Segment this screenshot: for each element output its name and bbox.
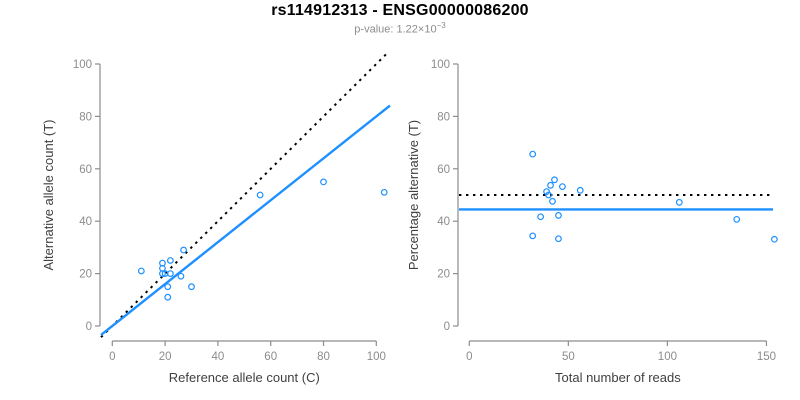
data-point (770, 235, 778, 243)
x-tick-label: 50 (562, 351, 575, 363)
y-tick-label: 60 (437, 164, 450, 176)
x-tick-label: 60 (264, 351, 277, 363)
data-point (555, 235, 562, 243)
data-point (177, 272, 185, 280)
data-point (164, 293, 172, 301)
data-point (551, 176, 558, 184)
data-point (559, 183, 566, 191)
figure-subtitle: p-value: 1.22×10−3 (0, 21, 800, 36)
data-point (137, 267, 145, 275)
data-point (166, 257, 174, 264)
identity-line (100, 51, 390, 338)
data-point (529, 232, 537, 240)
y-tick-label: 40 (437, 216, 450, 228)
y-tick-label: 80 (79, 111, 92, 123)
y-tick-label: 40 (79, 216, 92, 228)
y-tick-label: 0 (444, 321, 450, 333)
p-value-exponent: −3 (436, 21, 446, 30)
x-tick-label: 0 (466, 351, 472, 363)
data-point (164, 283, 172, 291)
data-point (576, 186, 584, 194)
data-point (733, 215, 741, 223)
data-point (256, 191, 264, 199)
y-axis-label: Alternative allele count (T) (41, 119, 56, 270)
y-tick-label: 20 (79, 269, 92, 281)
data-point (159, 270, 166, 278)
data-point (675, 198, 683, 206)
data-point (320, 178, 327, 186)
x-axis-label: Reference allele count (C) (169, 370, 320, 385)
x-tick-label: 150 (757, 351, 776, 363)
x-tick-label: 80 (317, 351, 330, 363)
data-point (380, 188, 388, 196)
x-tick-label: 20 (159, 351, 172, 363)
data-point (529, 150, 537, 158)
data-point (547, 181, 554, 189)
figure-title: rs114912313 - ENSG00000086200 (271, 2, 529, 19)
y-tick-label: 100 (73, 59, 92, 71)
y-tick-label: 20 (437, 269, 450, 281)
y-tick-label: 80 (437, 111, 450, 123)
regression-line (100, 104, 391, 336)
data-point (549, 197, 556, 205)
x-axis-label: Total number of reads (555, 370, 681, 385)
data-point (180, 246, 187, 254)
data-point (555, 212, 562, 219)
y-tick-label: 0 (86, 321, 92, 333)
y-axis-label: Percentage alternative (T) (406, 120, 421, 270)
data-point (537, 213, 545, 221)
data-point (166, 270, 174, 278)
p-value-text: p-value: 1.22×10 (354, 23, 437, 36)
y-tick-label: 100 (431, 59, 450, 71)
x-tick-label: 100 (367, 351, 386, 363)
data-point (543, 188, 550, 195)
x-tick-label: 40 (212, 351, 225, 363)
data-point (188, 283, 195, 291)
data-point (545, 191, 552, 199)
x-tick-label: 0 (109, 351, 115, 363)
x-tick-label: 100 (658, 351, 677, 363)
y-tick-label: 60 (79, 164, 92, 176)
